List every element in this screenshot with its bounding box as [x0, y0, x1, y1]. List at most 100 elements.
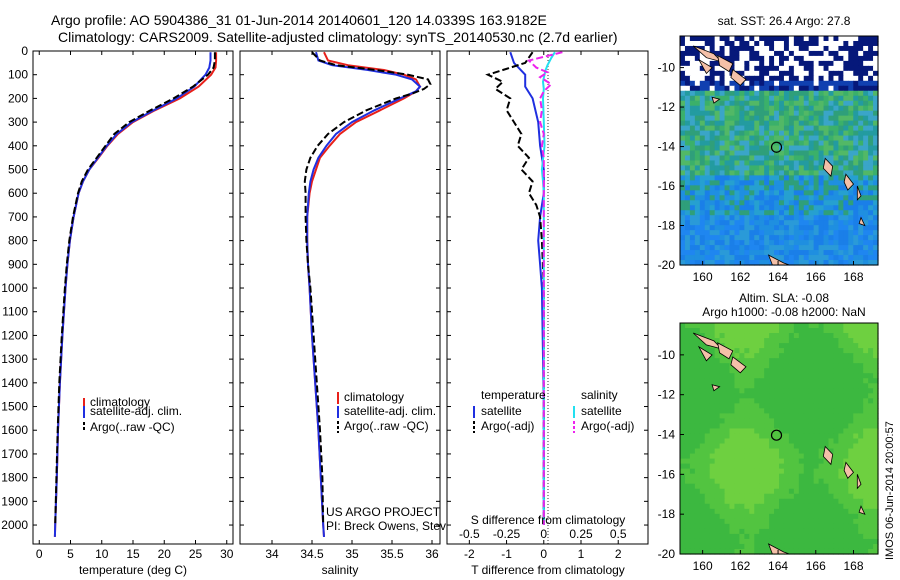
map-cell: [818, 90, 825, 97]
map-cell: [808, 378, 815, 384]
map-cell: [719, 75, 726, 82]
map-cell: [788, 513, 795, 520]
map-cell: [873, 75, 879, 82]
map-cell: [848, 45, 854, 52]
map-cell: [803, 225, 810, 231]
map-cell: [833, 60, 839, 67]
map-cell: [749, 343, 755, 349]
map-cell: [798, 185, 805, 191]
map-cell: [863, 378, 869, 384]
map-cell: [793, 255, 800, 261]
map-cell: [858, 210, 864, 216]
map-cell: [709, 443, 716, 450]
map-cell: [714, 85, 721, 92]
map-cell: [868, 200, 874, 206]
map-cell: [868, 538, 874, 545]
map-cell: [694, 215, 701, 221]
map-cell: [868, 240, 874, 246]
map-cell: [853, 448, 859, 455]
map-cell: [798, 348, 805, 354]
map-cell: [868, 483, 874, 490]
map-cell: [868, 195, 874, 201]
map-cell: [739, 85, 745, 92]
map-cell: [759, 483, 765, 490]
map-cell: [848, 333, 854, 339]
map-cell: [818, 348, 825, 354]
map-cell: [863, 373, 869, 379]
map-cell: [724, 190, 731, 196]
map-cell: [680, 403, 686, 409]
map-cell: [848, 383, 854, 389]
map-cell: [764, 433, 770, 440]
map-cell: [803, 195, 810, 201]
map-cell: [714, 40, 721, 47]
map-cell: [759, 145, 765, 152]
map-cell: [769, 140, 775, 147]
map-cell: [719, 388, 726, 394]
map-cell: [798, 378, 805, 384]
map-cell: [764, 135, 770, 142]
map-cell: [744, 60, 750, 67]
map-cell: [783, 220, 790, 226]
map-cell: [793, 488, 800, 495]
map-cell: [823, 548, 830, 555]
map-cell: [798, 498, 805, 505]
map-cell: [714, 80, 721, 87]
map-cell: [873, 200, 879, 206]
map-cell: [803, 145, 810, 152]
map-cell: [828, 250, 835, 256]
map-cell: [680, 473, 686, 480]
argo-float-marker: [770, 141, 783, 153]
map-cell: [680, 165, 686, 172]
map-cell: [818, 383, 825, 389]
map-cell: [734, 548, 740, 555]
map-cell: [813, 368, 820, 374]
map-cell: [769, 353, 775, 359]
map-cell: [803, 90, 810, 97]
map-cell: [803, 533, 810, 540]
map-cell: [788, 433, 795, 440]
map-cell: [863, 195, 869, 201]
map-cell: [749, 145, 755, 152]
map-cell: [694, 343, 701, 349]
map-cell: [734, 423, 740, 430]
map-cell: [858, 155, 864, 162]
map-cell: [823, 45, 830, 52]
map-cell: [818, 50, 825, 57]
map-cell: [759, 130, 765, 137]
map-cell: [744, 160, 750, 167]
map-cell: [724, 185, 731, 191]
map-cell: [779, 115, 785, 122]
map-cell: [823, 215, 830, 221]
map-cell: [729, 90, 736, 97]
map-cell: [798, 513, 805, 520]
map-cell: [823, 473, 830, 480]
map-cell: [729, 503, 736, 510]
map-cell: [774, 210, 780, 216]
map-cell: [868, 85, 874, 92]
map-cell: [868, 120, 874, 127]
map-cell: [783, 438, 790, 445]
map-cell: [684, 155, 691, 162]
map-cell: [783, 75, 790, 82]
map-cell: [689, 388, 696, 394]
map-cell: [863, 428, 869, 435]
map-cell: [694, 423, 701, 430]
map-cell: [853, 533, 859, 540]
map-cell: [734, 433, 740, 440]
map-cell: [848, 150, 854, 157]
map-cell: [858, 333, 864, 339]
map-cell: [684, 463, 691, 470]
map-cell: [699, 85, 706, 92]
map-cell: [719, 155, 726, 162]
map-cell: [724, 240, 731, 246]
map-cell: [680, 45, 686, 52]
map-cell: [803, 50, 810, 57]
map-y-tick-label: -12: [658, 388, 676, 402]
map-cell: [724, 85, 731, 92]
map-cell: [868, 418, 874, 425]
map-cell: [828, 230, 835, 236]
map-cell: [788, 115, 795, 122]
map-cell: [754, 518, 760, 525]
map-cell: [689, 245, 696, 251]
